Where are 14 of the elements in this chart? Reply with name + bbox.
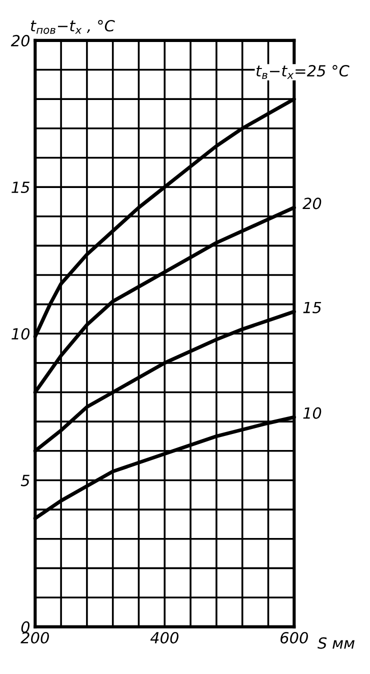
y-tick-label: 15 bbox=[12, 182, 30, 194]
series-label: t$_{в}$−t$_{x}$=25 °C bbox=[256, 65, 350, 79]
series-label: 15 bbox=[303, 302, 322, 314]
series-label: 10 bbox=[303, 407, 322, 419]
y-tick-label: 10 bbox=[12, 328, 30, 340]
y-tick-label: 20 bbox=[10, 34, 30, 46]
x-axis-title: S мм bbox=[318, 637, 354, 649]
y-tick-label: 5 bbox=[20, 474, 30, 486]
series-label: 20 bbox=[302, 198, 322, 210]
y-tick-label: 0 bbox=[21, 621, 30, 633]
x-tick-label: 600 bbox=[280, 632, 308, 644]
x-tick-label: 400 bbox=[150, 632, 178, 644]
x-tick-label: 200 bbox=[20, 632, 49, 644]
y-axis-title: t$_{пов}$−t$_{x}$ , °C bbox=[30, 20, 115, 34]
